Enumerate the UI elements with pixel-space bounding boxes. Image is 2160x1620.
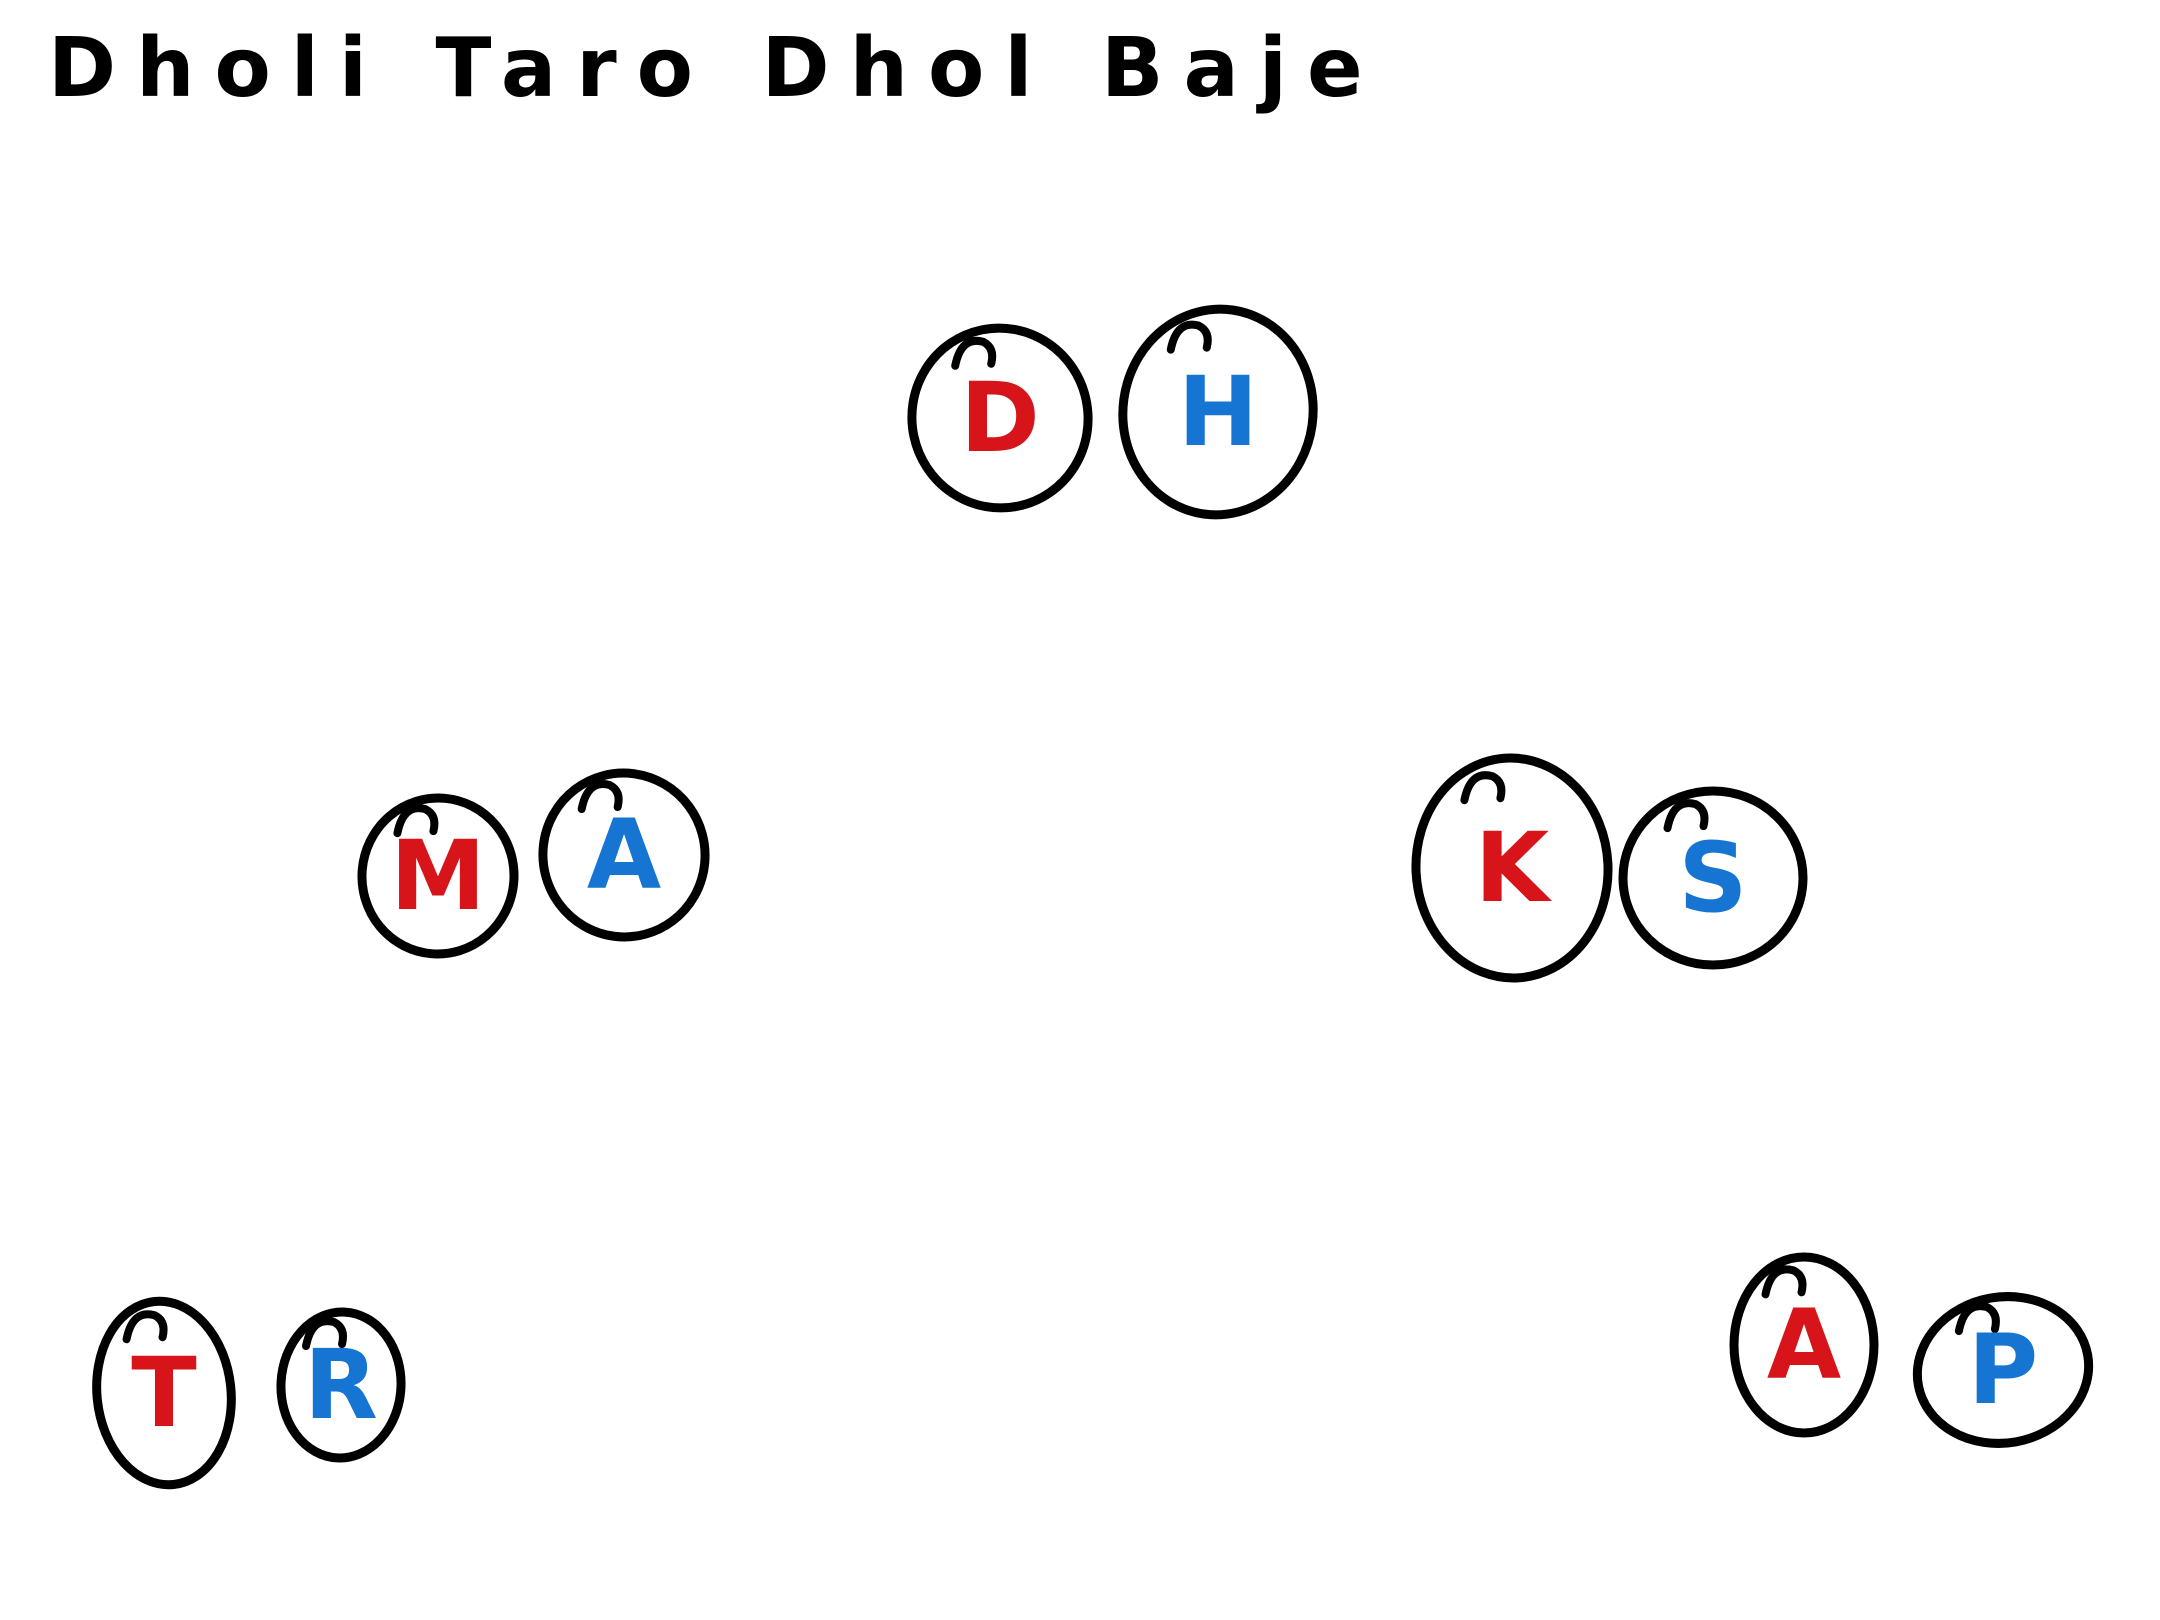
- facing-mark: [577, 780, 623, 814]
- dancer-r-left-bottom: R: [276, 1307, 406, 1463]
- dancer-circle: [907, 323, 1093, 513]
- dancer-circle: [1618, 786, 1808, 970]
- dancer-d-center-top: D: [907, 323, 1093, 513]
- dancer-initial: R: [304, 1329, 378, 1441]
- facing-mark: [393, 804, 439, 838]
- dancer-initial: T: [131, 1337, 196, 1449]
- dancer-m-left-middle: M: [357, 793, 519, 959]
- facing-mark: [1663, 799, 1709, 833]
- facing-mark: [1166, 320, 1212, 354]
- dancer-h-center-top: H: [1118, 304, 1318, 520]
- dancer-circle: [1912, 1292, 2094, 1448]
- dancer-initial: S: [1678, 822, 1747, 934]
- facing-mark: [122, 1310, 168, 1344]
- dancer-initial: H: [1178, 356, 1258, 468]
- facing-mark: [1761, 1265, 1807, 1299]
- dancer-k-right-middle: K: [1411, 753, 1613, 983]
- dancer-initial: A: [587, 799, 661, 911]
- facing-mark: [1460, 771, 1506, 805]
- dancer-circle: [1729, 1252, 1879, 1438]
- dancer-initial: M: [390, 820, 486, 932]
- dancer-initial: P: [1968, 1314, 2038, 1426]
- dancer-circle: [1411, 753, 1613, 983]
- dancer-a-right-bottom: A: [1729, 1252, 1879, 1438]
- facing-mark: [951, 336, 997, 370]
- dancer-circle: [276, 1307, 406, 1463]
- diagram-title: Dholi Taro Dhol Baje: [48, 21, 1383, 116]
- dancer-circle: [357, 793, 519, 959]
- dancer-pairs: D HM A K ST R A P: [92, 304, 2094, 1490]
- dancer-circle: [1118, 304, 1318, 520]
- dancer-initial: D: [960, 362, 1040, 474]
- dancer-s-right-middle: S: [1618, 786, 1808, 970]
- facing-mark: [1954, 1302, 2000, 1336]
- dancer-circle: [538, 768, 710, 942]
- dancer-a-left-middle: A: [538, 768, 710, 942]
- dancer-initial: A: [1767, 1289, 1841, 1401]
- facing-mark: [302, 1317, 347, 1351]
- dancer-circle: [92, 1296, 236, 1490]
- dancer-t-left-bottom: T: [92, 1296, 236, 1490]
- dancer-p-right-bottom: P: [1912, 1292, 2094, 1448]
- dancer-initial: K: [1475, 812, 1553, 924]
